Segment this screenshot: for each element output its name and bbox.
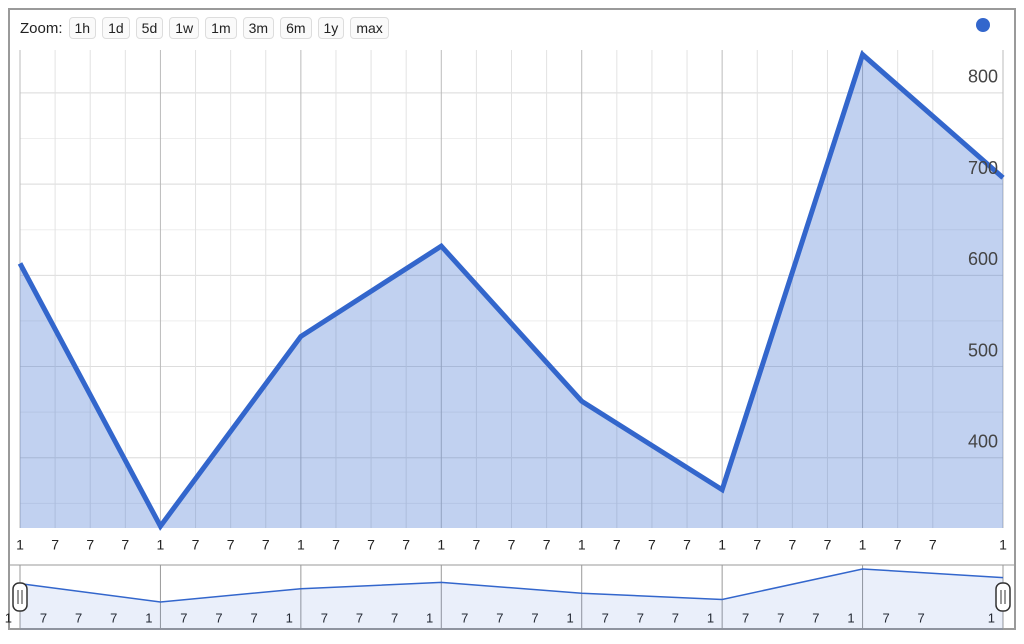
range-handle[interactable] (995, 582, 1011, 612)
navigator-tick-label: 7 (496, 610, 503, 625)
area-fill (20, 54, 1003, 529)
x-tick-label: 7 (332, 537, 340, 553)
navigator-tick-label: 7 (321, 610, 328, 625)
navigator-area (20, 569, 1003, 630)
navigator-tick-label: 7 (251, 610, 258, 625)
zoom-button[interactable]: 3m (242, 17, 275, 39)
x-tick-label: 7 (508, 537, 516, 553)
navigator-tick-label: 7 (602, 610, 609, 625)
navigator-tick-label: 7 (40, 610, 47, 625)
zoom-button[interactable]: 6m (280, 17, 312, 39)
x-tick-label: 7 (367, 537, 375, 553)
x-tick-label: 7 (613, 537, 621, 553)
navigator-line (19, 568, 1004, 603)
y-tick-label: 500 (968, 340, 998, 360)
navigator-tick-label: 7 (918, 610, 925, 625)
x-tick-label: 7 (472, 537, 480, 553)
x-tick-label: 1 (578, 537, 586, 553)
navigator-tick-label: 1 (426, 610, 433, 625)
y-tick-label: 800 (968, 67, 998, 87)
navigator-tick-label: 7 (882, 610, 889, 625)
x-tick-label: 7 (86, 537, 94, 553)
zoom-button[interactable]: 1d (102, 17, 130, 39)
navigator-tick-label: 1 (707, 610, 714, 625)
zoom-button[interactable]: 1h (68, 17, 97, 39)
navigator-tick-label: 7 (391, 610, 398, 625)
zoom-button[interactable]: 5d (135, 17, 164, 39)
navigator-tick-label: 7 (777, 610, 784, 625)
zoom-toolbar: Zoom: 1h 1d 5d 1w 1m 3m 6m 1y max (20, 16, 389, 40)
x-tick-label: 7 (894, 537, 902, 553)
navigator-tick-label: 7 (110, 610, 117, 625)
zoom-button[interactable]: 1y (317, 17, 345, 39)
x-tick-label: 1 (999, 537, 1007, 553)
x-tick-label: 7 (51, 537, 59, 553)
navigator-tick-label: 7 (672, 610, 679, 625)
x-tick-label: 1 (437, 537, 445, 553)
x-tick-label: 7 (753, 537, 761, 553)
x-tick-label: 1 (16, 537, 24, 553)
navigator-tick-label: 7 (356, 610, 363, 625)
navigator-tick-label: 7 (637, 610, 644, 625)
navigator-tick-label: 7 (215, 610, 222, 625)
x-tick-label: 7 (543, 537, 551, 553)
zoom-button[interactable]: 1m (205, 17, 237, 39)
x-tick-label: 1 (157, 537, 165, 553)
y-tick-label: 700 (968, 158, 998, 178)
y-tick-label: 600 (968, 249, 998, 269)
chart-frame (8, 8, 1016, 630)
x-tick-label: 1 (718, 537, 726, 553)
range-handle[interactable] (12, 582, 28, 612)
y-tick-label: 400 (968, 432, 998, 452)
zoom-button[interactable]: max (350, 17, 389, 39)
x-tick-label: 7 (192, 537, 200, 553)
x-tick-label: 7 (121, 537, 129, 553)
zoom-label: Zoom: (20, 19, 63, 37)
navigator-tick-label: 7 (75, 610, 82, 625)
x-tick-label: 1 (297, 537, 305, 553)
navigator-tick-label: 7 (812, 610, 819, 625)
navigator-tick-label: 7 (180, 610, 187, 625)
x-tick-label: 1 (859, 537, 867, 553)
x-tick-label: 7 (402, 537, 410, 553)
navigator-tick-label: 7 (461, 610, 468, 625)
zoom-button[interactable]: 1w (169, 17, 200, 39)
navigator-tick-label: 1 (286, 610, 293, 625)
legend-marker (976, 18, 990, 32)
x-tick-label: 7 (788, 537, 796, 553)
navigator-tick-label: 1 (988, 610, 995, 625)
x-tick-label: 7 (683, 537, 691, 553)
x-tick-label: 7 (262, 537, 270, 553)
navigator-tick-label: 1 (566, 610, 573, 625)
x-tick-label: 7 (929, 537, 937, 553)
navigator-tick-label: 1 (847, 610, 854, 625)
x-tick-label: 7 (824, 537, 832, 553)
navigator-tick-label: 7 (742, 610, 749, 625)
navigator-tick-label: 1 (5, 610, 12, 625)
navigator-tick-label: 7 (531, 610, 538, 625)
x-tick-label: 7 (648, 537, 656, 553)
line (17, 50, 1005, 531)
x-tick-label: 7 (227, 537, 235, 553)
navigator-tick-label: 1 (145, 610, 152, 625)
